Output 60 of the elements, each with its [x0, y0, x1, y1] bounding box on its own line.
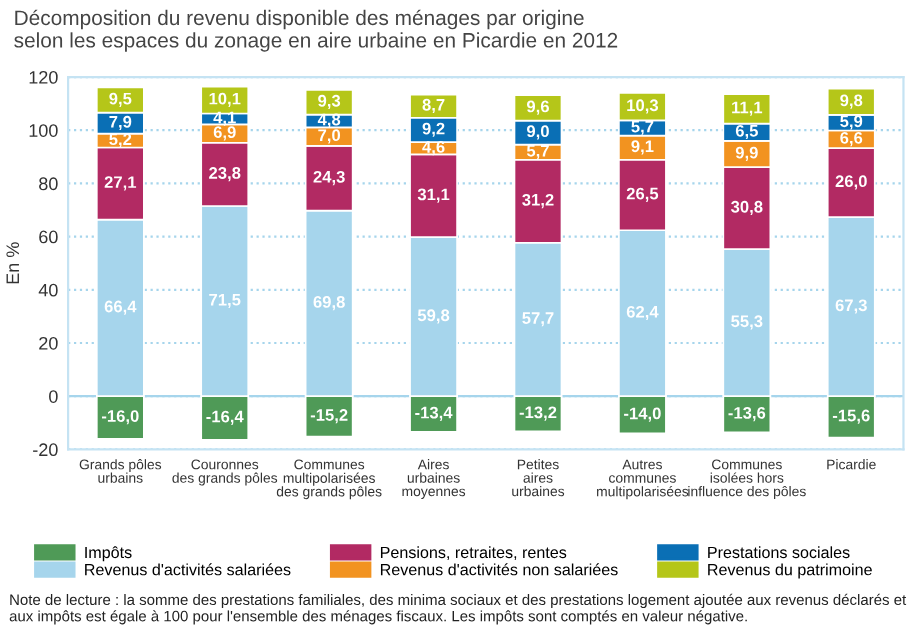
data-label: 9,6: [526, 100, 549, 115]
y-tick-label: 0: [49, 390, 58, 403]
data-label: 9,3: [318, 94, 341, 110]
data-label: 8,7: [422, 98, 445, 114]
data-label: 57,7: [522, 312, 554, 327]
legend-label: Impôts: [85, 546, 132, 562]
data-label: 10,3: [627, 99, 659, 114]
data-label: 30,8: [731, 200, 763, 216]
data-label: 5,7: [631, 120, 654, 135]
data-label: 7,0: [318, 129, 341, 144]
data-label: 23,8: [209, 167, 241, 182]
data-label: 6,9: [213, 126, 236, 141]
y-tick-label: 40: [38, 283, 58, 297]
data-label: 9,0: [526, 125, 549, 140]
data-label: 26,0: [835, 175, 867, 190]
legend-label: Pensions, retraites, rentes: [380, 546, 567, 561]
data-label: 9,5: [109, 92, 132, 107]
y-tick-label: 20: [39, 336, 58, 350]
chart-title: Décomposition du revenu disponible des ménages par origine selon les espaces du zonage en aire urbaine en Picardie en 2012: [14, 9, 618, 52]
data-label: 9,9: [735, 146, 758, 161]
data-label: -14,0: [624, 407, 661, 422]
data-label: -16,0: [101, 410, 139, 425]
data-label: 26,5: [626, 187, 659, 202]
y-tick-label: 80: [39, 177, 58, 191]
data-label: 62,4: [626, 305, 659, 321]
data-label: -13,6: [728, 406, 766, 422]
data-label: 9,2: [422, 122, 445, 137]
data-label: -13,4: [415, 406, 453, 421]
data-label: 10,1: [209, 92, 241, 107]
data-label: 5,9: [840, 115, 863, 130]
legend-label: Revenus d'activités salariées: [85, 563, 291, 576]
y-tick-label: 60: [39, 230, 58, 244]
data-label: -16,4: [206, 410, 244, 425]
data-label: 71,5: [209, 293, 241, 309]
data-label: 66,4: [104, 300, 137, 315]
data-label: -15,2: [310, 409, 348, 424]
legend-label: Revenus d'activités non salariées: [380, 563, 618, 576]
data-label: -13,2: [519, 406, 557, 421]
legend-label: Prestations sociales: [708, 546, 850, 559]
data-label: 11,1: [732, 101, 763, 116]
data-label: 6,5: [735, 124, 758, 140]
data-label: 59,8: [417, 309, 450, 324]
data-label: 6,6: [840, 131, 863, 147]
legend-label: Revenus du patrimoine: [708, 563, 872, 579]
data-label: 5,7: [526, 145, 549, 160]
data-label: 31,2: [522, 193, 554, 209]
y-tick-label: 100: [29, 124, 58, 137]
data-label: 69,8: [313, 296, 345, 311]
data-label: 9,1: [631, 140, 654, 155]
data-label: 67,3: [835, 299, 867, 314]
y-axis-title: En %: [6, 242, 20, 284]
y-tick-label: 120: [29, 70, 58, 84]
data-label: 31,1: [417, 188, 450, 203]
data-label: 24,3: [313, 170, 345, 186]
data-label: 55,3: [731, 315, 763, 330]
y-tick-label: -20: [33, 443, 58, 457]
data-label: 7,9: [109, 115, 132, 131]
data-label: 27,1: [104, 176, 137, 191]
data-label: -15,6: [832, 409, 870, 424]
data-label: 9,8: [840, 94, 863, 109]
